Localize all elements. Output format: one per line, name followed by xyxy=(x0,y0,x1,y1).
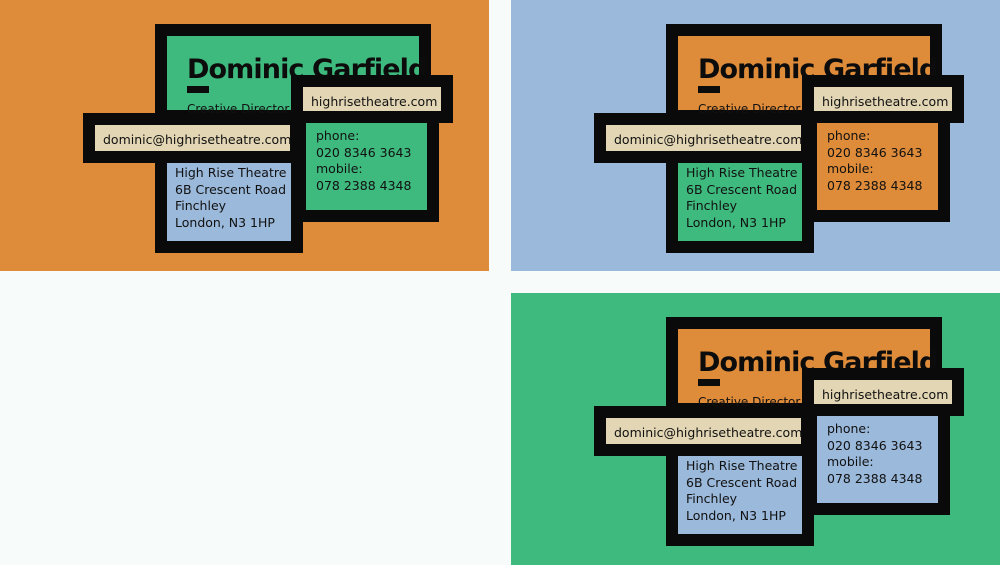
address-block: High Rise Theatre 6B Crescent Road Finch… xyxy=(666,148,814,253)
mobile-label: mobile: xyxy=(827,454,874,469)
phone-text: phone: 020 8346 3643 mobile: 078 2388 43… xyxy=(827,128,922,194)
job-title: Creative Director xyxy=(698,102,801,116)
email-block: dominic@highrisetheatre.com xyxy=(594,113,813,163)
mobile-label: mobile: xyxy=(316,161,363,176)
address-line: Finchley xyxy=(686,198,738,213)
address-line: London, N3 1HP xyxy=(175,214,275,230)
phone-number: 020 8346 3643 xyxy=(827,144,923,160)
address-text: High Rise Theatre 6B Crescent Road Finch… xyxy=(686,165,797,231)
phone-block: phone: 020 8346 3643 mobile: 078 2388 43… xyxy=(805,403,950,515)
address-block: High Rise Theatre 6B Crescent Road Finch… xyxy=(155,148,303,253)
phone-block: phone: 020 8346 3643 mobile: 078 2388 43… xyxy=(805,110,950,222)
website-text: highrisetheatre.com xyxy=(311,94,438,109)
phone-label: phone: xyxy=(316,128,360,143)
address-text: High Rise Theatre 6B Crescent Road Finch… xyxy=(175,165,286,231)
job-title: Creative Director xyxy=(698,395,801,409)
mobile-label: mobile: xyxy=(827,161,874,176)
blue-card: Dominic Garfield Creative Director High … xyxy=(511,0,1000,271)
address-line: 6B Crescent Road xyxy=(686,181,798,197)
address-line: High Rise Theatre xyxy=(686,165,798,180)
green-card: Dominic Garfield Creative Director High … xyxy=(511,293,1000,565)
website-text: highrisetheatre.com xyxy=(822,387,949,402)
address-line: Finchley xyxy=(175,198,227,213)
address-line: Finchley xyxy=(686,491,738,506)
phone-label: phone: xyxy=(827,128,871,143)
website-block: highrisetheatre.com xyxy=(291,75,453,123)
phone-label: phone: xyxy=(827,421,871,436)
address-text: High Rise Theatre 6B Crescent Road Finch… xyxy=(686,458,797,524)
address-line: London, N3 1HP xyxy=(686,507,786,523)
job-title: Creative Director xyxy=(187,102,290,116)
address-line: 6B Crescent Road xyxy=(175,181,287,197)
phone-number: 020 8346 3643 xyxy=(827,437,923,453)
mobile-number: 078 2388 4348 xyxy=(827,470,923,486)
website-text: highrisetheatre.com xyxy=(822,94,949,109)
email-text: dominic@highrisetheatre.com xyxy=(614,425,803,440)
mobile-number: 078 2388 4348 xyxy=(827,177,923,193)
email-text: dominic@highrisetheatre.com xyxy=(103,132,292,147)
mobile-number: 078 2388 4348 xyxy=(316,177,412,193)
address-block: High Rise Theatre 6B Crescent Road Finch… xyxy=(666,441,814,546)
address-line: High Rise Theatre xyxy=(175,165,287,180)
website-block: highrisetheatre.com xyxy=(802,368,964,416)
accent-bar xyxy=(698,86,720,93)
email-block: dominic@highrisetheatre.com xyxy=(594,406,813,456)
address-line: 6B Crescent Road xyxy=(686,474,798,490)
accent-bar xyxy=(187,86,209,93)
phone-text: phone: 020 8346 3643 mobile: 078 2388 43… xyxy=(827,421,922,487)
phone-text: phone: 020 8346 3643 mobile: 078 2388 43… xyxy=(316,128,411,194)
orange-card: Dominic Garfield Creative Director High … xyxy=(0,0,489,271)
phone-number: 020 8346 3643 xyxy=(316,144,412,160)
accent-bar xyxy=(698,379,720,386)
address-line: High Rise Theatre xyxy=(686,458,798,473)
email-text: dominic@highrisetheatre.com xyxy=(614,132,803,147)
address-line: London, N3 1HP xyxy=(686,214,786,230)
phone-block: phone: 020 8346 3643 mobile: 078 2388 43… xyxy=(294,110,439,222)
email-block: dominic@highrisetheatre.com xyxy=(83,113,302,163)
website-block: highrisetheatre.com xyxy=(802,75,964,123)
